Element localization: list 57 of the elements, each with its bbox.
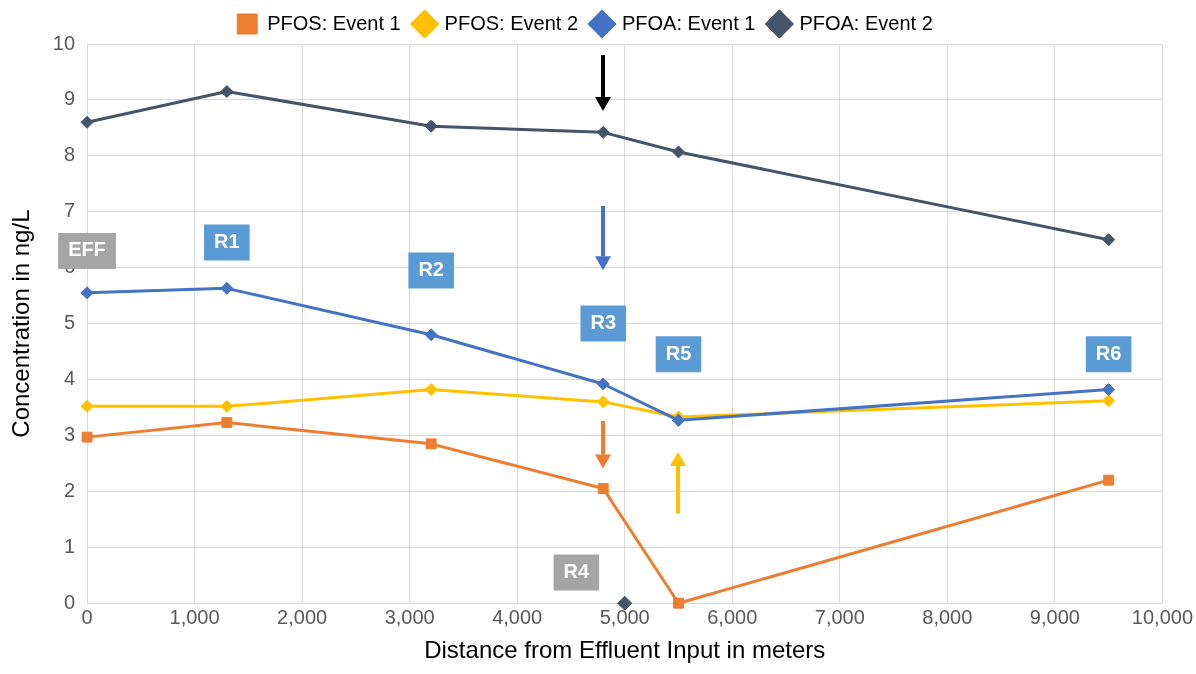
point <box>425 438 437 450</box>
point <box>220 85 234 99</box>
x-tick-label: 8,000 <box>922 605 973 628</box>
legend-label: PFOS: Event 2 <box>444 11 578 34</box>
annotation: R2 <box>418 257 444 280</box>
point <box>673 597 684 609</box>
y-tick-label: 5 <box>63 311 76 334</box>
point <box>672 145 685 159</box>
x-tick-label: 2,000 <box>277 605 328 628</box>
x-tick-label: 5,000 <box>599 605 650 628</box>
annotation: R6 <box>1095 341 1122 364</box>
point <box>1102 394 1116 408</box>
x-tick-label: 6,000 <box>707 605 758 628</box>
y-tick-label: 7 <box>63 199 76 222</box>
y-tick-label: 4 <box>63 367 76 390</box>
y-tick-label: 1 <box>63 534 76 557</box>
point <box>1102 383 1116 397</box>
point <box>617 595 633 611</box>
point <box>596 125 610 139</box>
point <box>80 286 94 300</box>
point <box>424 328 438 342</box>
legend-label: PFOS: Event 1 <box>267 11 401 34</box>
x-tick-label: 10,000 <box>1131 605 1193 628</box>
x-tick-label: 0 <box>81 605 93 628</box>
x-tick-label: 4,000 <box>492 605 543 628</box>
x-axis-title: Distance from Effluent Input in meters <box>424 636 826 664</box>
point <box>424 383 438 397</box>
y-tick-label: 0 <box>63 590 76 613</box>
x-tick-label: 1,000 <box>169 605 220 628</box>
y-tick-label: 9 <box>63 87 76 110</box>
annotation: R4 <box>563 559 590 582</box>
annotation: R1 <box>214 230 240 253</box>
point <box>596 377 610 391</box>
point <box>220 281 234 295</box>
y-tick-label: 3 <box>63 422 76 445</box>
point <box>80 399 94 413</box>
annotation: R5 <box>665 341 692 364</box>
y-tick-label: 10 <box>52 31 76 54</box>
point <box>81 431 93 443</box>
y-axis-title: Concentration in ng/L <box>7 209 35 438</box>
y-tick-label: 8 <box>63 143 76 166</box>
point <box>424 119 438 133</box>
point <box>220 399 234 413</box>
annotation: EFF <box>68 238 106 261</box>
point <box>1103 474 1115 486</box>
point <box>596 395 610 409</box>
point <box>597 483 609 495</box>
legend-label: PFOA: Event 1 <box>622 11 756 34</box>
point <box>1102 233 1116 247</box>
x-tick-label: 7,000 <box>814 605 865 628</box>
annotation: R3 <box>590 311 617 334</box>
y-tick-label: 2 <box>63 478 76 501</box>
point <box>221 417 233 429</box>
x-tick-label: 3,000 <box>384 605 435 628</box>
legend-label: PFOA: Event 2 <box>799 11 933 34</box>
point <box>80 115 94 129</box>
x-tick-label: 9,000 <box>1029 605 1080 628</box>
